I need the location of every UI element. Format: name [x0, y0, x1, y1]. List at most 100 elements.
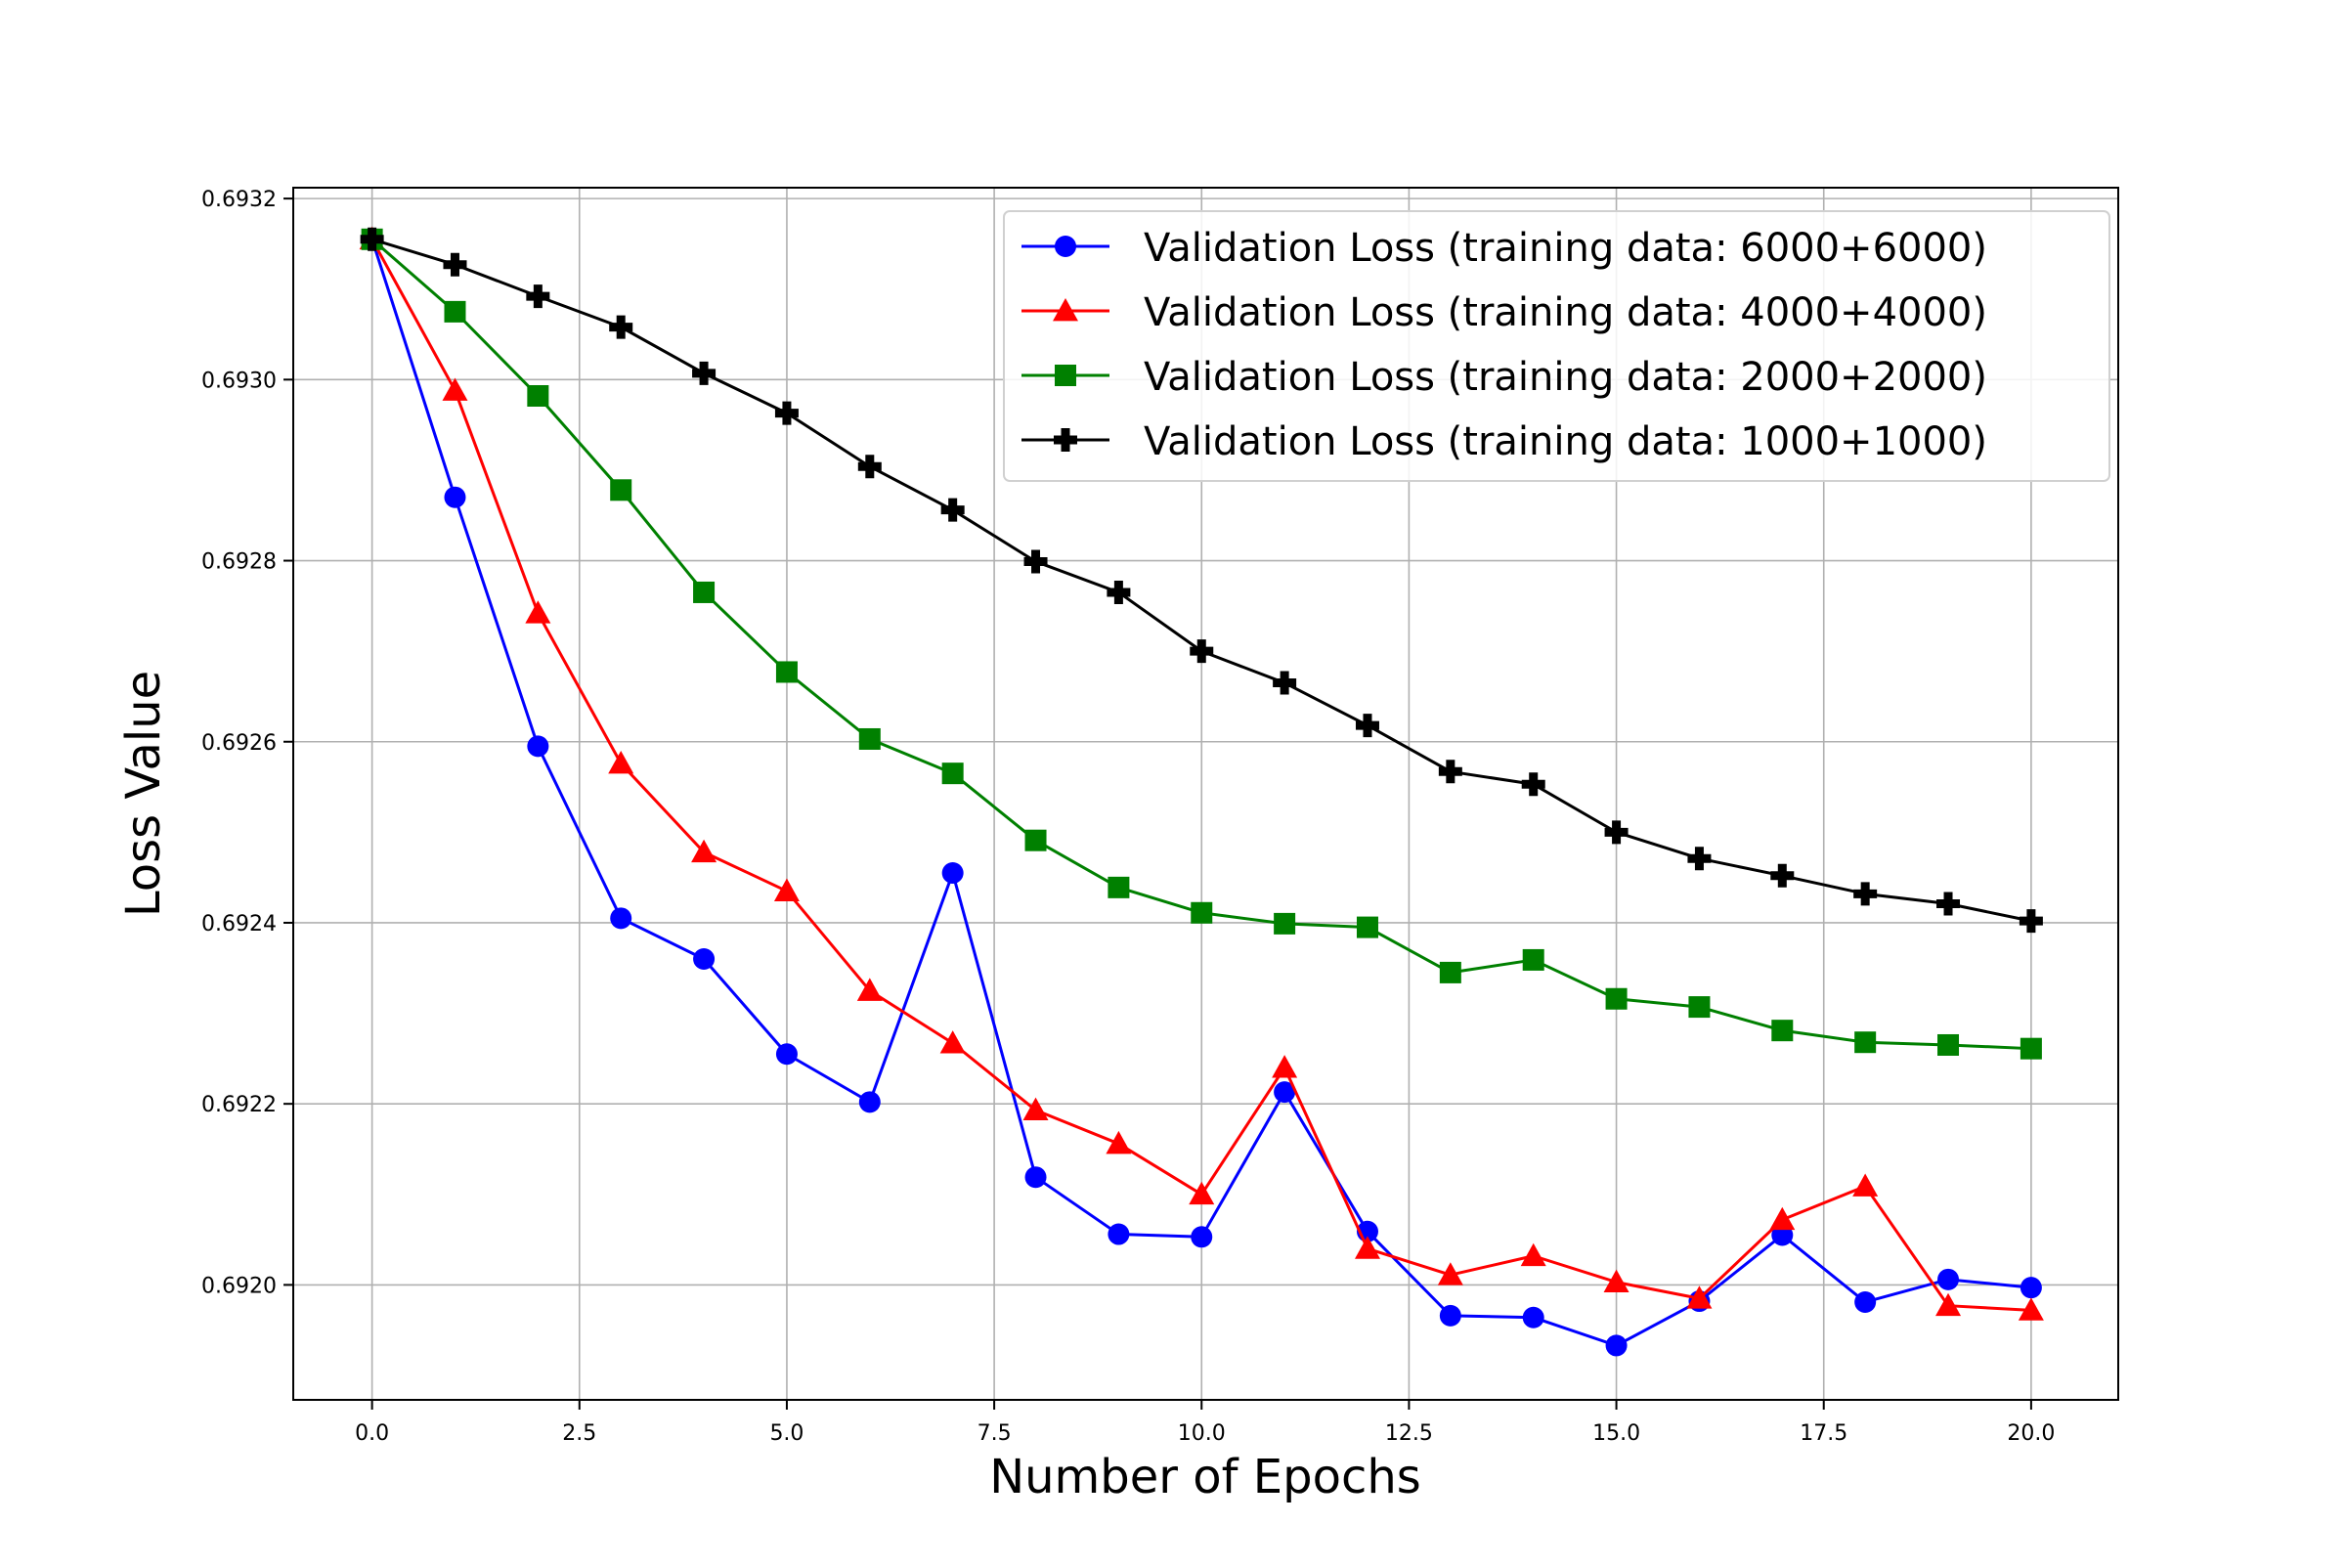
legend-label: Validation Loss (training data: 2000+200… [1144, 355, 1987, 400]
legend-label: Validation Loss (training data: 1000+100… [1144, 419, 1987, 464]
data-point [1108, 876, 1130, 898]
data-point [1024, 1166, 1047, 1189]
legend-box [1003, 210, 2110, 482]
data-point [442, 377, 468, 401]
data-point [1106, 1130, 1132, 1154]
x-tick-label: 15.0 [1592, 1421, 1640, 1446]
data-point [1107, 580, 1131, 604]
x-tick-label: 2.5 [562, 1421, 596, 1446]
data-point [1854, 1031, 1877, 1054]
data-point [693, 581, 716, 603]
x-tick-label: 12.5 [1385, 1421, 1433, 1446]
data-point [1771, 1020, 1794, 1042]
x-tick-label: 10.0 [1178, 1421, 1226, 1446]
x-tick-label: 7.5 [978, 1421, 1012, 1446]
legend-label: Validation Loss (training data: 6000+600… [1144, 226, 1987, 271]
plot-frame [292, 187, 2119, 1401]
legend-item: Validation Loss (training data: 2000+200… [1021, 355, 1987, 400]
data-point [444, 486, 466, 508]
data-point [2020, 1277, 2042, 1299]
data-point [858, 727, 881, 750]
data-point [1687, 847, 1712, 871]
data-point [1688, 996, 1711, 1019]
y-tick-label: 0.6920 [201, 1274, 277, 1298]
data-point [1604, 820, 1629, 845]
data-point [2020, 1037, 2042, 1060]
data-point [1356, 916, 1378, 938]
data-point [1437, 1262, 1463, 1285]
data-point [444, 300, 466, 323]
x-tick-label: 17.5 [1800, 1421, 1847, 1446]
data-point [775, 1043, 798, 1066]
axis-ticks: 0.0 2.5 5.0 7.5 10.0 12.5 15.0 17.5 20.0 0.6920 0.… [201, 188, 2055, 1446]
legend-item: Validation Loss (training data: 1000+100… [1021, 419, 1987, 464]
data-point [1937, 1268, 1960, 1290]
y-tick-label: 0.6926 [201, 731, 277, 756]
data-point [856, 978, 883, 1001]
data-point [609, 315, 633, 339]
x-tick-label: 0.0 [355, 1421, 389, 1446]
x-tick-label: 5.0 [769, 1421, 804, 1446]
legend-label: Validation Loss (training data: 4000+400… [1144, 290, 1987, 335]
legend-marker [1053, 298, 1078, 322]
data-point [857, 455, 882, 479]
data-point [1522, 1306, 1544, 1328]
data-point [1852, 1173, 1879, 1197]
data-point [1355, 714, 1379, 738]
data-point [692, 361, 717, 385]
data-point [1521, 772, 1545, 797]
series-3 [361, 228, 2042, 1060]
data-point [525, 600, 551, 624]
data-point [941, 862, 964, 885]
data-point [691, 839, 717, 863]
data-point [1191, 1226, 1213, 1248]
data-point [1022, 1097, 1049, 1121]
legend-item: Validation Loss (training data: 6000+600… [1021, 226, 1987, 271]
data-point [1770, 863, 1795, 888]
data-point [610, 907, 632, 930]
data-point [1854, 1290, 1877, 1313]
data-point [1605, 1334, 1628, 1357]
data-point [527, 735, 549, 758]
data-point [1108, 1223, 1130, 1245]
data-point [1936, 892, 1961, 916]
y-tick-label: 0.6928 [201, 550, 277, 575]
y-tick-label: 0.6930 [201, 369, 277, 393]
data-point [1438, 760, 1462, 784]
data-point [1274, 1081, 1296, 1104]
data-point [1937, 1033, 1960, 1056]
data-point [1686, 1285, 1713, 1309]
data-point [1274, 912, 1296, 935]
y-tick-label: 0.6924 [201, 912, 277, 936]
data-point [1191, 901, 1213, 924]
data-point [775, 661, 798, 683]
data-point [2019, 909, 2043, 934]
y-tick-label: 0.6922 [201, 1093, 277, 1117]
data-point [1024, 829, 1047, 851]
data-point [1273, 671, 1297, 695]
data-point [443, 252, 467, 277]
data-point [1190, 639, 1214, 664]
legend-marker [1054, 428, 1077, 452]
data-point [360, 227, 384, 251]
data-point [1522, 948, 1544, 971]
data-point [1935, 1292, 1962, 1317]
data-point [608, 750, 634, 774]
data-point [527, 384, 549, 407]
y-tick-label: 0.6932 [201, 188, 277, 212]
data-point [940, 498, 965, 522]
x-axis-label: Number of Epochs [989, 1450, 1421, 1504]
data-point [1189, 1181, 1215, 1205]
series-group [359, 226, 2044, 1357]
data-point [1603, 1269, 1629, 1293]
data-point [1520, 1242, 1546, 1267]
y-axis-label: Loss Value [116, 671, 171, 917]
data-point [526, 284, 550, 309]
data-point [1023, 549, 1048, 574]
data-point [1439, 1304, 1461, 1327]
data-point [1853, 882, 1878, 906]
series-4 [360, 227, 2043, 934]
data-point [939, 1030, 966, 1054]
